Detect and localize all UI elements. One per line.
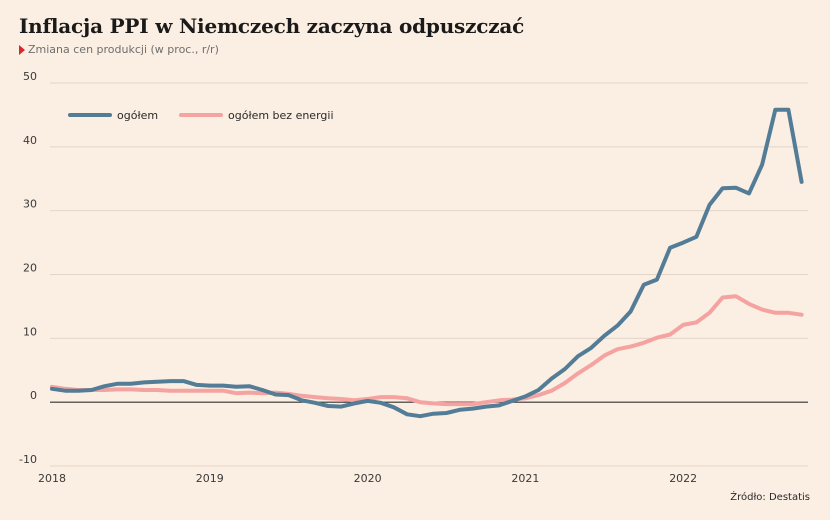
y-tick-label: 0 [30,389,37,402]
source-note: Źródło: Destatis [730,492,810,503]
y-tick-label: -10 [19,453,37,466]
y-tick-label: 50 [23,70,37,83]
y-tick-label: 20 [23,262,37,275]
x-tick-label: 2020 [354,472,382,485]
legend-label: ogółem bez energii [228,109,334,122]
red-triangle-marker-icon [19,44,25,55]
chart-subtitle-row: Zmiana cen produkcji (w proc., r/r) [19,43,219,56]
y-tick-label: 30 [23,198,37,211]
legend-label: ogółem [117,109,158,122]
x-tick-label: 2022 [669,472,697,485]
series-line-ogolem-bez-energii [50,294,804,407]
y-tick-label: 40 [23,134,37,147]
x-tick-label: 2019 [196,472,224,485]
chart-subtitle: Zmiana cen produkcji (w proc., r/r) [28,43,219,56]
x-tick-label: 2021 [511,472,539,485]
y-tick-label: 10 [23,325,37,338]
chart-title: Inflacja PPI w Niemczech zaczyna odpuszc… [19,14,525,38]
x-tick-label: 2018 [38,472,66,485]
series-line-ogolem [50,107,804,419]
